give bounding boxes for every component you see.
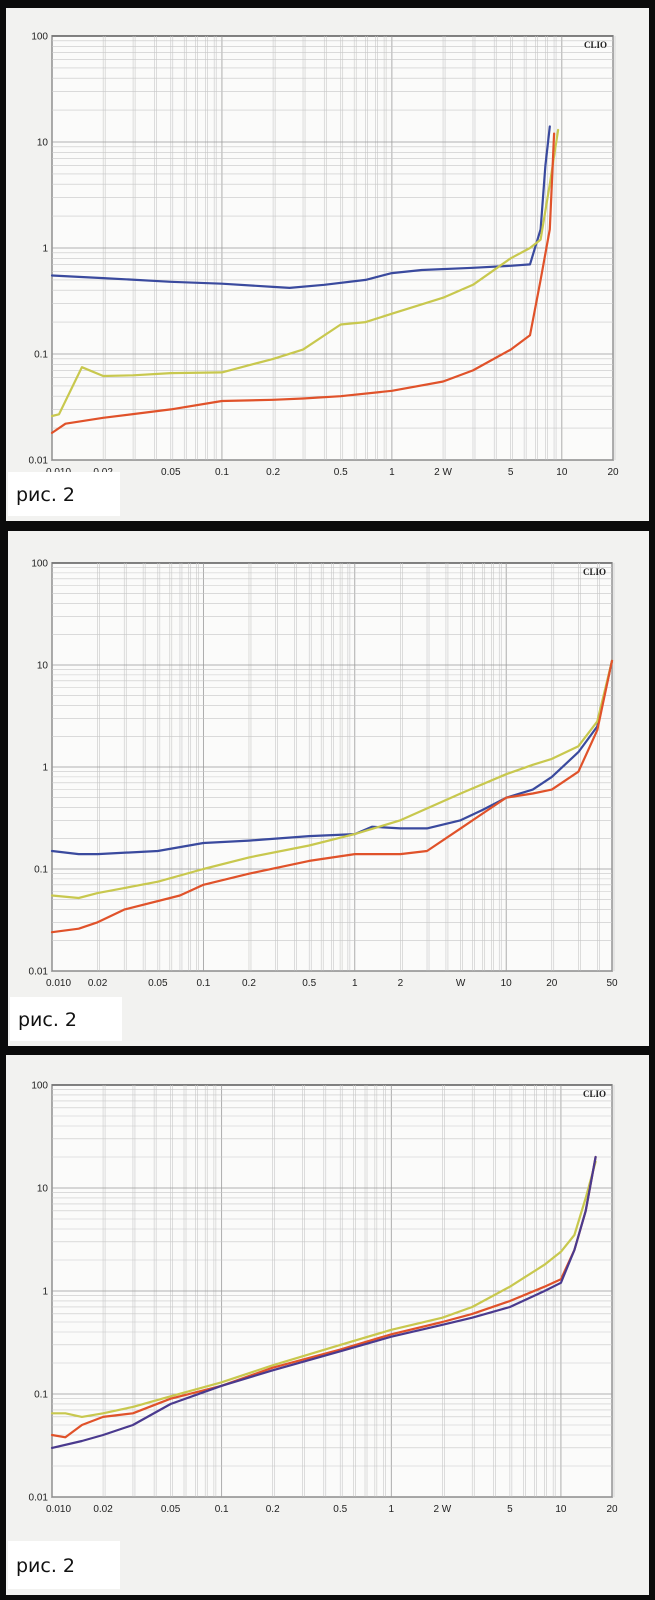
x-tick-label: 0.2 bbox=[266, 1504, 280, 1515]
caption-box bbox=[8, 1541, 120, 1589]
y-tick-label: 0.01 bbox=[29, 1493, 49, 1504]
x-tick-label: 0.1 bbox=[215, 1504, 229, 1515]
x-tick-label: 5 bbox=[507, 1504, 513, 1515]
y-tick-label: 10 bbox=[37, 1184, 49, 1195]
figure-caption: рис. 2 bbox=[18, 1009, 77, 1031]
x-tick-label: 0.5 bbox=[333, 1504, 347, 1515]
x-tick-label: 1 bbox=[389, 467, 395, 478]
series-line-2 bbox=[50, 1155, 597, 1439]
y-tick-label: 100 bbox=[31, 559, 48, 570]
figure-caption: рис. 2 bbox=[16, 484, 75, 506]
y-tick-label: 1 bbox=[42, 244, 48, 255]
x-tick-label: 2 W bbox=[434, 467, 452, 478]
x-tick-label: 0.02 bbox=[88, 978, 108, 989]
x-tick-label: 0.010 bbox=[46, 978, 71, 989]
x-tick-label: 2 bbox=[398, 978, 404, 989]
series-line-2 bbox=[50, 128, 560, 418]
x-tick-label: 0.05 bbox=[161, 467, 181, 478]
x-tick-label: 2 W bbox=[433, 1504, 451, 1515]
x-tick-label: 20 bbox=[546, 978, 558, 989]
x-tick-label: 0.02 bbox=[93, 1504, 113, 1515]
x-tick-label: 0.5 bbox=[334, 467, 348, 478]
series-line-3 bbox=[50, 132, 556, 434]
x-tick-label: 1 bbox=[352, 978, 358, 989]
series-line-1 bbox=[50, 659, 614, 856]
chart-panel-3: 0.01 0.1 1 10 100 0.010 0.02 0.05 0.1 0.2 0.5 1 2 W 5… bbox=[6, 1055, 649, 1595]
series-line-1 bbox=[50, 125, 551, 289]
chart-svg-3: 0.01 0.1 1 10 100 0.010 0.02 0.05 0.1 0.2 0.5 1 2 W 5… bbox=[6, 1055, 649, 1595]
chart-panel-2: 0.01 0.1 1 10 100 0.010 0.02 0.05 0.1 0.2 0.5 1 2 W 10… bbox=[8, 531, 649, 1046]
caption-box bbox=[10, 997, 122, 1041]
x-tick-label: 10 bbox=[501, 978, 513, 989]
x-tick-label: 10 bbox=[556, 467, 568, 478]
x-tick-label: 10 bbox=[555, 1504, 567, 1515]
x-tick-label: 0.2 bbox=[242, 978, 256, 989]
brand-label: CLIO bbox=[583, 1089, 606, 1099]
x-tick-label: 0.05 bbox=[148, 978, 168, 989]
x-tick-label: 20 bbox=[607, 467, 619, 478]
x-tick-label: 0.05 bbox=[161, 1504, 181, 1515]
x-tick-label: 0.2 bbox=[266, 467, 280, 478]
y-tick-label: 0.01 bbox=[29, 967, 49, 978]
x-tick-label: 20 bbox=[606, 1504, 618, 1515]
x-tick-label: 5 bbox=[508, 467, 514, 478]
y-tick-label: 10 bbox=[37, 661, 49, 672]
y-tick-label: 0.1 bbox=[34, 1390, 48, 1401]
y-tick-label: 10 bbox=[37, 138, 49, 149]
brand-label: CLIO bbox=[583, 567, 606, 577]
figure-caption: рис. 2 bbox=[16, 1555, 75, 1577]
series-line-1 bbox=[50, 1160, 597, 1418]
series-line-3 bbox=[50, 659, 614, 934]
x-tick-label: 0.1 bbox=[215, 467, 229, 478]
x-tick-label: 0.5 bbox=[302, 978, 316, 989]
y-tick-label: 1 bbox=[42, 1287, 48, 1298]
series-line-2 bbox=[50, 659, 614, 900]
chart-svg-2: 0.01 0.1 1 10 100 0.010 0.02 0.05 0.1 0.2 0.5 1 2 W 10… bbox=[8, 531, 649, 1046]
y-tick-label: 100 bbox=[31, 1081, 48, 1092]
y-tick-label: 0.1 bbox=[34, 350, 48, 361]
x-tick-label: W bbox=[456, 978, 466, 989]
x-tick-label: 0.010 bbox=[46, 1504, 71, 1515]
y-tick-label: 0.01 bbox=[29, 456, 49, 467]
brand-label: CLIO bbox=[584, 40, 607, 50]
y-tick-label: 0.1 bbox=[34, 865, 48, 876]
x-tick-label: 50 bbox=[606, 978, 618, 989]
caption-box bbox=[8, 472, 120, 516]
series-line-3 bbox=[50, 1155, 597, 1449]
x-tick-label: 1 bbox=[389, 1504, 395, 1515]
y-tick-label: 1 bbox=[42, 763, 48, 774]
y-tick-label: 100 bbox=[31, 32, 48, 43]
x-tick-label: 0.1 bbox=[196, 978, 210, 989]
